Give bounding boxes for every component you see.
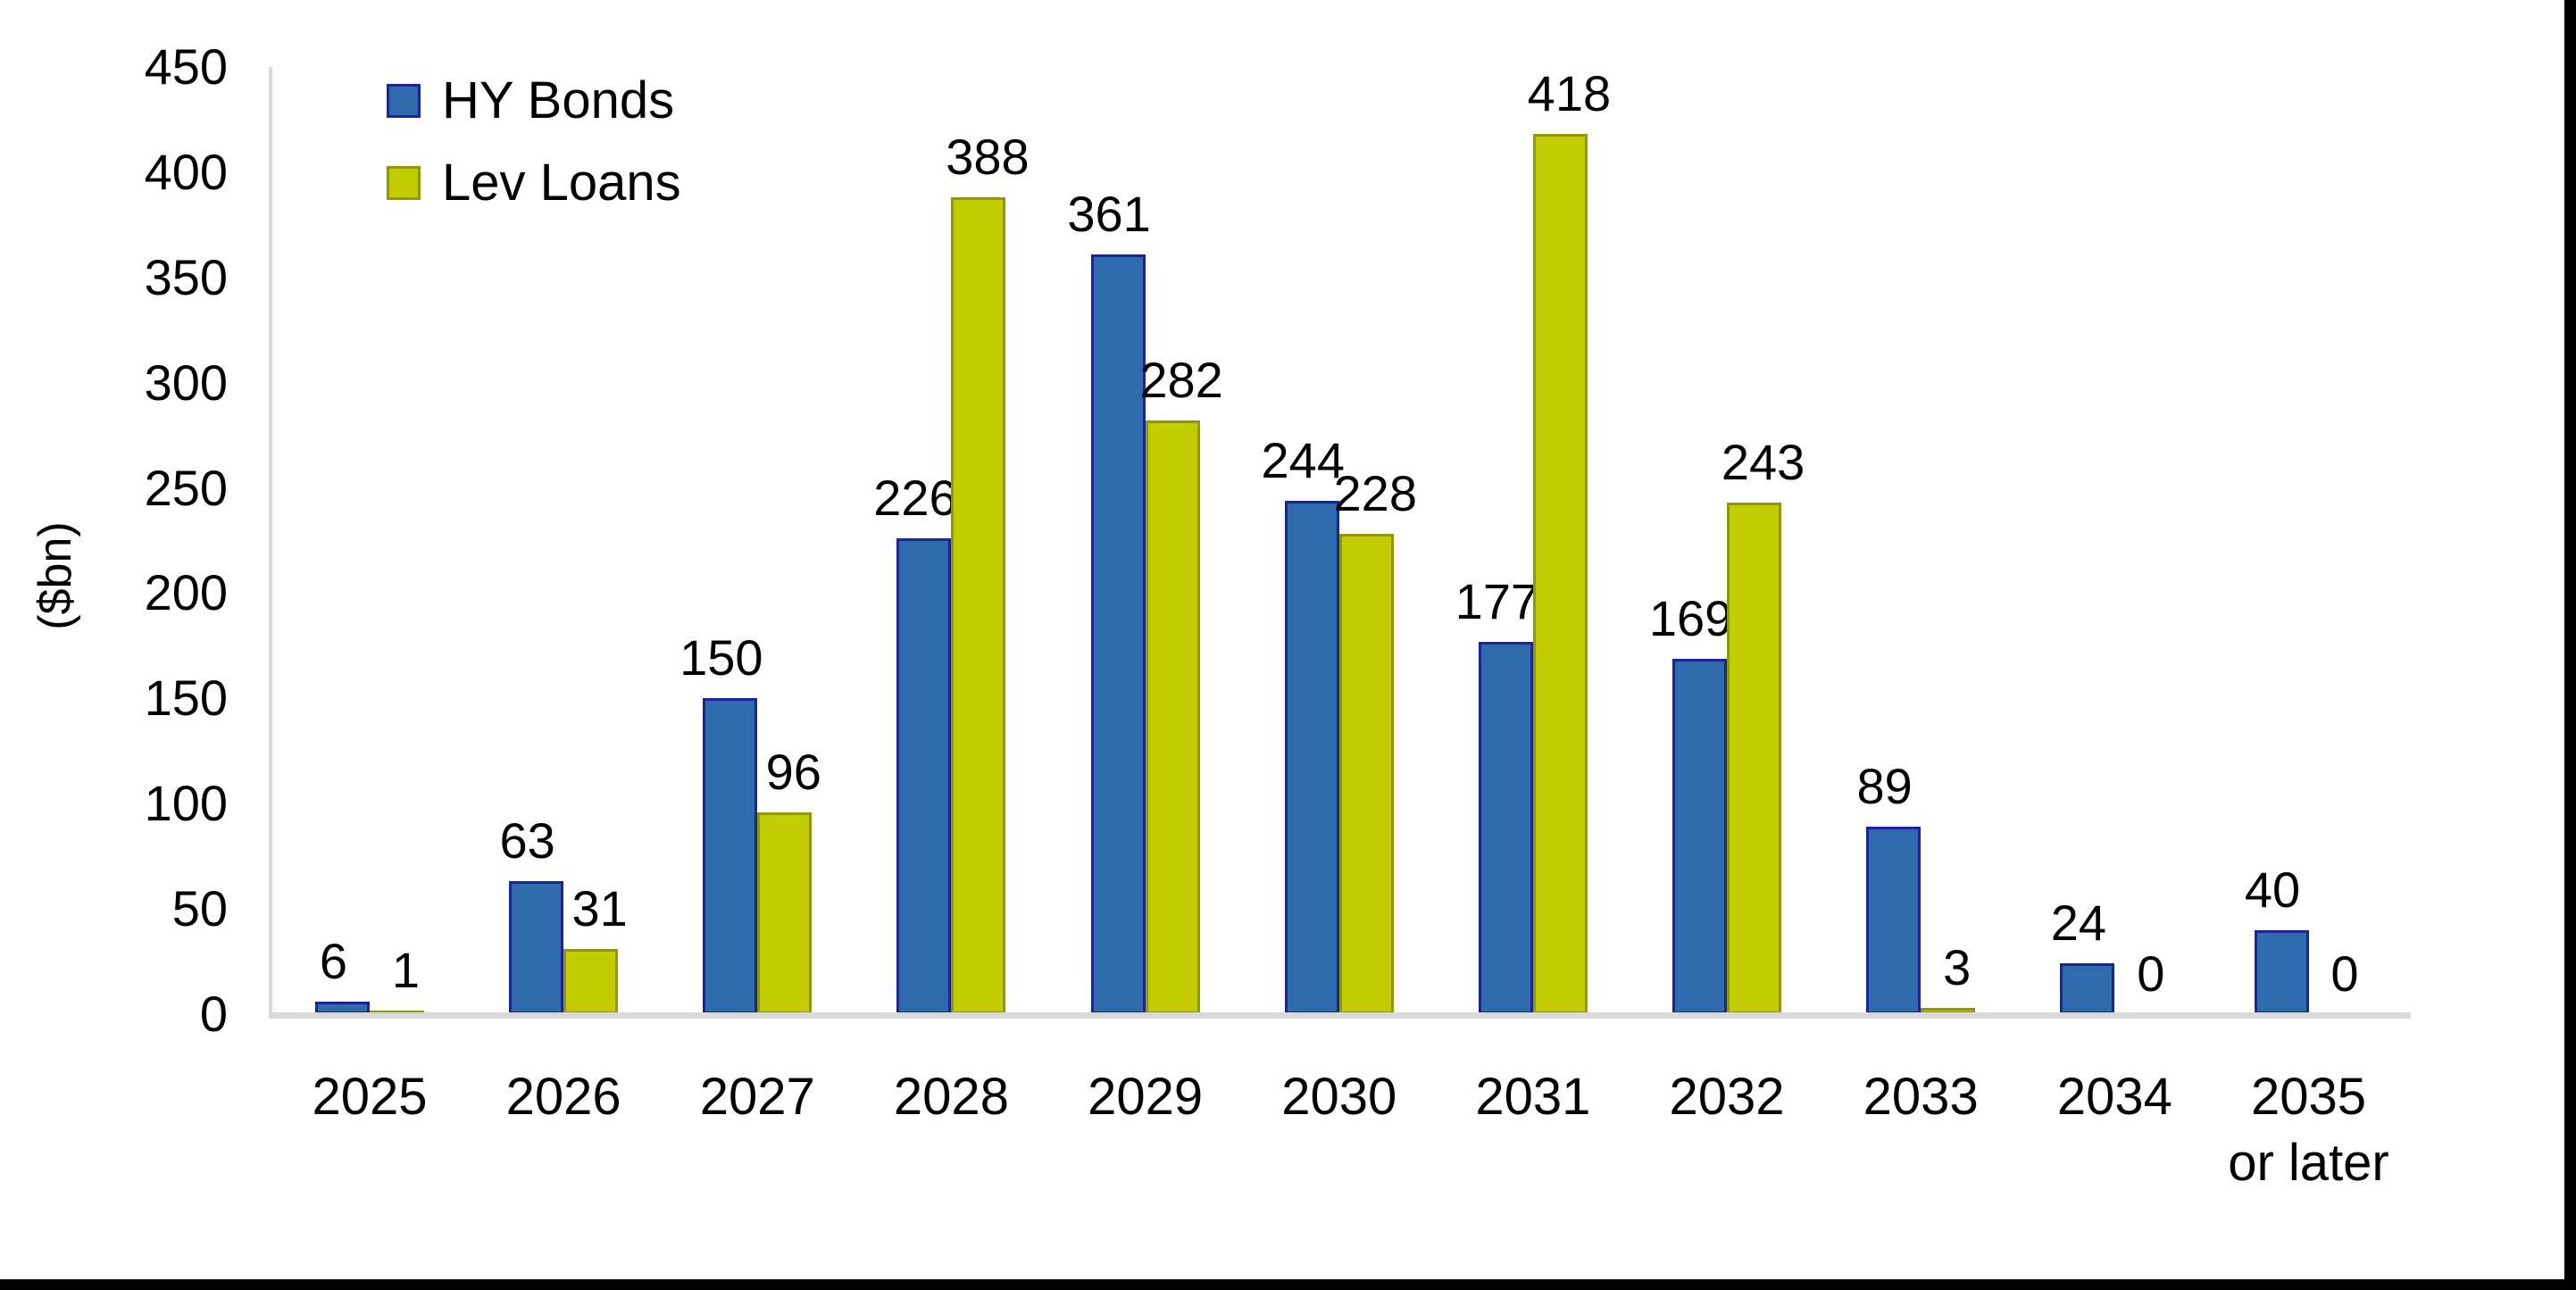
value-label-lev-loans-2034: 0 <box>2137 945 2165 1002</box>
x-tick-2033: 2033 <box>1787 1064 2055 1130</box>
value-label-hy-bonds-2030: 244 <box>1261 432 1345 488</box>
x-tick-line: 2030 <box>1281 1068 1397 1126</box>
bar-hy-bonds-2030 <box>1284 501 1339 1014</box>
bar-hy-bonds-2029 <box>1090 254 1146 1014</box>
bar-hy-bonds-2031 <box>1478 642 1533 1014</box>
y-tick-100: 100 <box>144 775 228 832</box>
x-tick-line: 2031 <box>1475 1068 1591 1126</box>
bar-lev-loans-2031 <box>1532 134 1588 1014</box>
frame-border-bottom <box>0 1279 2576 1290</box>
value-label-lev-loans-2027: 96 <box>765 744 821 800</box>
y-tick-450: 450 <box>144 38 228 95</box>
value-label-lev-loans-2028: 388 <box>946 129 1030 185</box>
value-label-hy-bonds-2025: 6 <box>319 933 348 989</box>
x-tick-2027: 2027 <box>623 1064 891 1130</box>
bar-lev-loans-2027 <box>757 812 813 1014</box>
x-tick-line: 2029 <box>1088 1068 1204 1126</box>
x-tick-2031: 2031 <box>1399 1064 1667 1130</box>
value-label-hy-bonds-2033: 89 <box>1856 758 1913 814</box>
y-tick-400: 400 <box>144 143 228 200</box>
legend-label-lev-loans: Lev Loans <box>442 154 681 212</box>
x-tick-line: 2028 <box>893 1068 1009 1126</box>
value-label-hy-bonds-2032: 169 <box>1648 590 1733 646</box>
x-tick-2025: 2025 <box>236 1064 504 1130</box>
value-label-lev-loans-2033: 3 <box>1943 939 1972 995</box>
x-tick-line: 2032 <box>1669 1068 1785 1126</box>
legend-item-lev-loans: Lev Loans <box>387 154 681 212</box>
value-label-lev-loans-2025: 1 <box>391 942 421 998</box>
x-tick-2034: 2034 <box>1980 1064 2248 1130</box>
x-tick-line: 2026 <box>505 1068 621 1126</box>
legend-swatch-lev-loans <box>387 166 421 200</box>
bar-lev-loans-2026 <box>563 949 619 1014</box>
value-label-lev-loans-2030: 228 <box>1333 465 1417 521</box>
x-tick-line: 2033 <box>1863 1068 1979 1126</box>
value-label-hy-bonds-2034: 24 <box>2050 895 2106 951</box>
x-axis-line <box>271 1012 2411 1019</box>
x-tick-2035: 2035 or later <box>2175 1064 2443 1196</box>
y-tick-200: 200 <box>144 564 228 621</box>
y-tick-0: 0 <box>199 986 228 1042</box>
x-tick-line: 2027 <box>699 1068 815 1126</box>
bar-hy-bonds-2027 <box>703 698 758 1014</box>
value-label-hy-bonds-2028: 226 <box>873 470 957 526</box>
x-tick-line: 2025 <box>312 1068 428 1126</box>
x-tick-2029: 2029 <box>1012 1064 1280 1130</box>
x-tick-line: or later <box>2228 1134 2389 1192</box>
bar-lev-loans-2029 <box>1145 420 1200 1014</box>
legend-item-hy-bonds: HY Bonds <box>387 71 681 130</box>
value-label-hy-bonds-2026: 63 <box>499 812 555 869</box>
y-tick-300: 300 <box>144 354 228 411</box>
value-label-lev-loans-2026: 31 <box>571 880 628 936</box>
value-label-lev-loans-2035: 0 <box>2330 945 2359 1002</box>
value-label-lev-loans-2029: 282 <box>1139 352 1223 408</box>
y-tick-350: 350 <box>144 248 228 305</box>
bar-lev-loans-2028 <box>951 197 1006 1014</box>
bar-lev-loans-2032 <box>1727 503 1782 1014</box>
value-label-hy-bonds-2031: 177 <box>1455 573 1539 629</box>
y-tick-150: 150 <box>144 670 228 727</box>
value-label-lev-loans-2031: 418 <box>1527 65 1612 121</box>
x-tick-line: 2035 <box>2250 1068 2367 1126</box>
y-tick-250: 250 <box>144 459 228 516</box>
legend-label-hy-bonds: HY Bonds <box>442 71 675 129</box>
x-tick-2028: 2028 <box>817 1064 1085 1130</box>
x-tick-2030: 2030 <box>1205 1064 1473 1130</box>
value-label-hy-bonds-2029: 361 <box>1067 186 1151 242</box>
bar-hy-bonds-2035 <box>2254 930 2309 1014</box>
bar-hy-bonds-2032 <box>1672 659 1728 1014</box>
x-tick-2032: 2032 <box>1593 1064 1861 1130</box>
y-axis-line <box>269 67 272 1019</box>
frame-border-right <box>2564 0 2576 1290</box>
value-label-hy-bonds-2027: 150 <box>679 629 763 686</box>
bar-lev-loans-2030 <box>1338 534 1394 1014</box>
legend-swatch-hy-bonds <box>387 84 421 118</box>
y-tick-50: 50 <box>171 880 228 937</box>
x-tick-2026: 2026 <box>429 1064 697 1130</box>
x-tick-line: 2034 <box>2056 1068 2172 1126</box>
bar-hy-bonds-2028 <box>896 538 952 1014</box>
legend: HY Bonds Lev Loans <box>387 71 681 236</box>
value-label-hy-bonds-2035: 40 <box>2244 861 2301 918</box>
value-label-lev-loans-2032: 243 <box>1721 434 1805 490</box>
